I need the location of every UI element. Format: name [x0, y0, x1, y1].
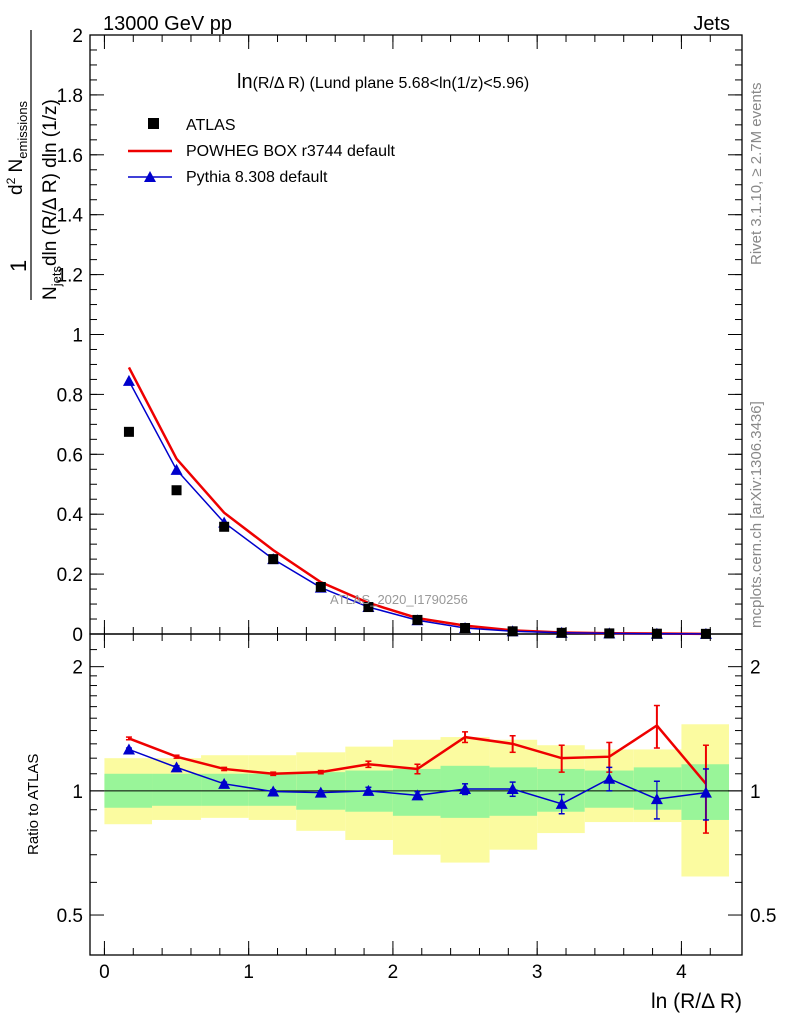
pythia-ratio-point	[122, 743, 135, 755]
pythia-point	[122, 374, 135, 386]
ratio-y-tick-label-right: 2	[750, 658, 761, 679]
mcplots-label: mcplots.cern.ch [arXiv:1306.3436]	[748, 401, 765, 628]
main-ylabel-n: N	[6, 159, 27, 178]
main-y-tick-label: 2	[72, 26, 83, 47]
pythia-ratio-point	[314, 786, 327, 798]
ratio-band-inner	[152, 773, 202, 806]
main-ylabel-sub: emissions	[15, 100, 30, 158]
pythia-ratio-point	[459, 783, 472, 795]
ratio-plot-frame	[89, 633, 743, 956]
atlas-data-point	[315, 581, 326, 592]
pythia-ratio-point	[362, 784, 375, 796]
pythia-ratio-point	[218, 777, 231, 789]
main-ylabel-one: 1	[6, 260, 31, 272]
plot-title: ln(R/Δ R) (Lund plane 5.68<ln(1/z)<5.96)	[237, 71, 529, 93]
pythia-ratio-point	[267, 785, 280, 797]
plot-title-var: (R/Δ R)	[253, 75, 305, 92]
main-y-tick-label: 1.4	[57, 206, 84, 227]
x-tick-label: 4	[676, 962, 687, 983]
main-y-tick-label: 0.6	[57, 445, 83, 466]
atlas-data-point	[700, 628, 711, 639]
main-y-tick-label: 1	[72, 326, 83, 347]
pythia-ratio-point	[555, 797, 568, 809]
pythia-ratio-point	[170, 761, 183, 773]
pythia-ratio-point	[650, 793, 663, 805]
ratio-y-tick-label-right: 0.5	[750, 906, 776, 927]
x-tick-label: 3	[532, 962, 543, 983]
main-ylabel-exp: 2	[4, 177, 18, 184]
main-ylabel-denominator: Njetsdln (R/Δ R) dln (1/z)	[40, 99, 64, 300]
main-y-tick-label: 1.2	[57, 266, 83, 287]
pythia-ratio-point	[699, 786, 712, 798]
legend-pythia-label: Pythia 8.308 default	[186, 169, 328, 186]
legend-atlas-label: ATLAS	[186, 117, 236, 134]
atlas-data-point	[460, 623, 471, 634]
ratio-y-tick-label: 0.5	[57, 906, 83, 927]
plot-title-ln: ln	[237, 71, 253, 93]
x-tick-label: 2	[388, 962, 399, 983]
main-ylabel-njets: N	[40, 286, 61, 300]
main-y-tick-label: 0.4	[57, 505, 84, 526]
header-process: Jets	[693, 13, 730, 35]
atlas-data-point	[412, 614, 423, 625]
plot-title-range: (Lund plane 5.68<ln(1/z)<5.96)	[305, 75, 529, 92]
rivet-label: Rivet 3.1.10, ≥ 2.7M events	[748, 83, 765, 266]
ratio-y-tick-label: 1	[72, 782, 83, 803]
header-collision: 13000 GeV pp	[103, 13, 232, 35]
ratio-y-tick-label-right: 1	[750, 782, 761, 803]
atlas-data-point	[123, 426, 134, 437]
pythia-point	[170, 463, 183, 475]
main-ylabel-d: d	[6, 184, 27, 195]
main-y-tick-label: 1.8	[57, 86, 83, 107]
x-tick-label: 1	[243, 962, 254, 983]
legend-atlas-marker	[148, 118, 159, 129]
atlas-data-point	[651, 628, 662, 639]
analysis-label: ATLAS_2020_I1790256	[330, 592, 468, 607]
main-ylabel: 1 Njetsdln (R/Δ R) dln (1/z) d2 Nemissio…	[4, 30, 64, 300]
pythia-ratio-point	[506, 783, 519, 795]
main-ylabel-numerator: d2 Nemissions	[4, 100, 30, 195]
legend-powheg-label: POWHEG BOX r3744 default	[186, 143, 396, 160]
x-axis-label: ln (R/Δ R)	[651, 990, 742, 1013]
atlas-data-point	[363, 602, 374, 613]
main-y-tick-label: 0.2	[57, 565, 83, 586]
atlas-data-point	[507, 626, 518, 637]
main-y-tick-label: 0.8	[57, 385, 83, 406]
pythia-ratio-point	[603, 772, 616, 784]
atlas-data-point	[219, 521, 230, 532]
main-ylabel-njets-sub: jets	[49, 266, 64, 288]
main-y-tick-label: 1.6	[57, 146, 83, 167]
pythia-ratio-point	[411, 789, 424, 801]
atlas-data-point	[268, 554, 279, 565]
x-tick-label: 0	[99, 962, 110, 983]
legend: ATLAS POWHEG BOX r3744 default Pythia 8.…	[128, 117, 396, 186]
ratio-y-tick-label: 2	[72, 658, 83, 679]
atlas-data-point	[604, 628, 615, 639]
legend-pythia-marker	[144, 171, 156, 182]
ratio-ylabel: Ratio to ATLAS	[25, 754, 42, 855]
atlas-data-point	[171, 485, 182, 496]
main-ylabel-den-rest: dln (R/Δ R) dln (1/z)	[40, 99, 61, 266]
atlas-data-point	[556, 627, 567, 638]
main-y-tick-label: 0	[72, 625, 83, 646]
